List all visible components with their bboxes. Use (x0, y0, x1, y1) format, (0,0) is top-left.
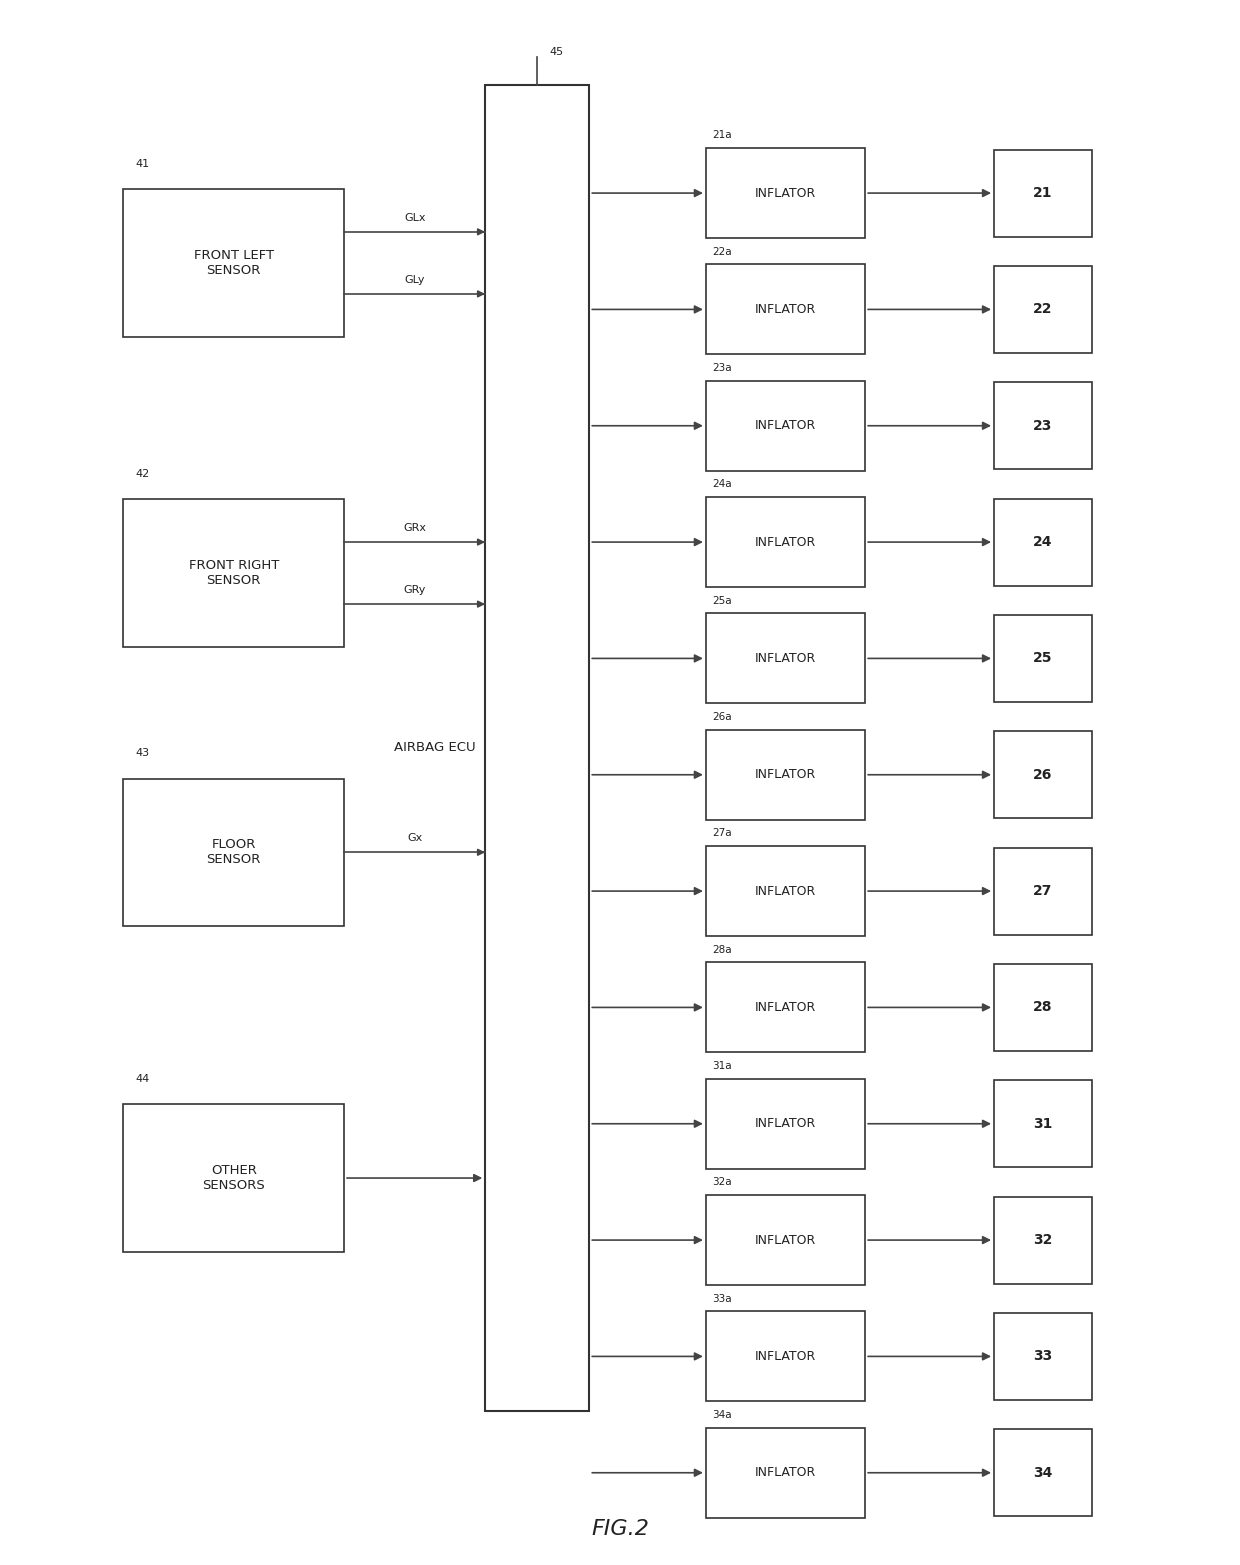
Text: GLx: GLx (404, 213, 425, 222)
FancyBboxPatch shape (994, 266, 1092, 352)
Text: 28a: 28a (712, 945, 732, 955)
Text: INFLATOR: INFLATOR (755, 304, 816, 316)
FancyBboxPatch shape (994, 1313, 1092, 1399)
Text: 28: 28 (1033, 1000, 1053, 1014)
Text: 24: 24 (1033, 535, 1053, 549)
Text: INFLATOR: INFLATOR (755, 768, 816, 781)
Text: 21: 21 (1033, 186, 1053, 200)
FancyBboxPatch shape (124, 499, 345, 646)
FancyBboxPatch shape (994, 964, 1092, 1050)
Text: 45: 45 (549, 47, 564, 56)
Text: 33: 33 (1033, 1349, 1053, 1363)
Text: FIG.2: FIG.2 (591, 1520, 649, 1540)
FancyBboxPatch shape (994, 615, 1092, 701)
Text: INFLATOR: INFLATOR (755, 1351, 816, 1363)
Text: INFLATOR: INFLATOR (755, 1117, 816, 1130)
Text: 23: 23 (1033, 419, 1053, 434)
Text: 34: 34 (1033, 1466, 1053, 1480)
Text: 21a: 21a (712, 130, 732, 141)
Text: 26: 26 (1033, 768, 1053, 782)
Text: 31a: 31a (712, 1061, 732, 1070)
Text: 27a: 27a (712, 828, 732, 839)
FancyBboxPatch shape (485, 85, 589, 1410)
Text: FRONT LEFT
SENSOR: FRONT LEFT SENSOR (193, 249, 274, 277)
Text: INFLATOR: INFLATOR (755, 419, 816, 432)
Text: INFLATOR: INFLATOR (755, 1466, 816, 1479)
Text: 41: 41 (135, 160, 150, 169)
Text: 34a: 34a (712, 1410, 732, 1419)
FancyBboxPatch shape (124, 779, 345, 926)
Text: 43: 43 (135, 748, 150, 759)
Text: 22: 22 (1033, 302, 1053, 316)
Text: 23a: 23a (712, 363, 732, 372)
FancyBboxPatch shape (706, 613, 866, 703)
Text: INFLATOR: INFLATOR (755, 186, 816, 200)
Text: 26a: 26a (712, 712, 732, 721)
FancyBboxPatch shape (706, 1078, 866, 1169)
Text: 25a: 25a (712, 596, 732, 606)
FancyBboxPatch shape (706, 1196, 866, 1285)
FancyBboxPatch shape (706, 847, 866, 936)
FancyBboxPatch shape (706, 962, 866, 1052)
Text: OTHER
SENSORS: OTHER SENSORS (202, 1164, 265, 1193)
FancyBboxPatch shape (706, 1427, 866, 1518)
Text: 44: 44 (135, 1074, 150, 1085)
Text: 33a: 33a (712, 1294, 732, 1304)
Text: AIRBAG ECU: AIRBAG ECU (393, 742, 475, 754)
Text: Gx: Gx (407, 833, 423, 844)
FancyBboxPatch shape (994, 499, 1092, 585)
Text: GRx: GRx (403, 523, 427, 532)
FancyBboxPatch shape (994, 1197, 1092, 1283)
Text: 27: 27 (1033, 884, 1053, 898)
Text: 42: 42 (135, 470, 150, 479)
FancyBboxPatch shape (994, 150, 1092, 236)
Text: INFLATOR: INFLATOR (755, 1002, 816, 1014)
Text: INFLATOR: INFLATOR (755, 1233, 816, 1247)
Text: 25: 25 (1033, 651, 1053, 665)
Text: 24a: 24a (712, 479, 732, 490)
FancyBboxPatch shape (124, 1105, 345, 1252)
FancyBboxPatch shape (706, 1311, 866, 1401)
FancyBboxPatch shape (994, 848, 1092, 934)
Text: FLOOR
SENSOR: FLOOR SENSOR (207, 839, 260, 867)
Text: 32a: 32a (712, 1177, 732, 1188)
Text: GLy: GLy (404, 274, 425, 285)
Text: INFLATOR: INFLATOR (755, 535, 816, 549)
FancyBboxPatch shape (706, 149, 866, 238)
Text: 31: 31 (1033, 1117, 1053, 1131)
FancyBboxPatch shape (994, 382, 1092, 470)
Text: 32: 32 (1033, 1233, 1053, 1247)
FancyBboxPatch shape (124, 189, 345, 336)
Text: INFLATOR: INFLATOR (755, 884, 816, 898)
Text: 22a: 22a (712, 247, 732, 257)
FancyBboxPatch shape (994, 1080, 1092, 1167)
FancyBboxPatch shape (994, 731, 1092, 818)
FancyBboxPatch shape (706, 380, 866, 471)
Text: INFLATOR: INFLATOR (755, 653, 816, 665)
FancyBboxPatch shape (706, 264, 866, 354)
FancyBboxPatch shape (994, 1429, 1092, 1516)
FancyBboxPatch shape (706, 729, 866, 820)
FancyBboxPatch shape (706, 498, 866, 587)
Text: GRy: GRy (403, 585, 425, 595)
Text: FRONT RIGHT
SENSOR: FRONT RIGHT SENSOR (188, 559, 279, 587)
